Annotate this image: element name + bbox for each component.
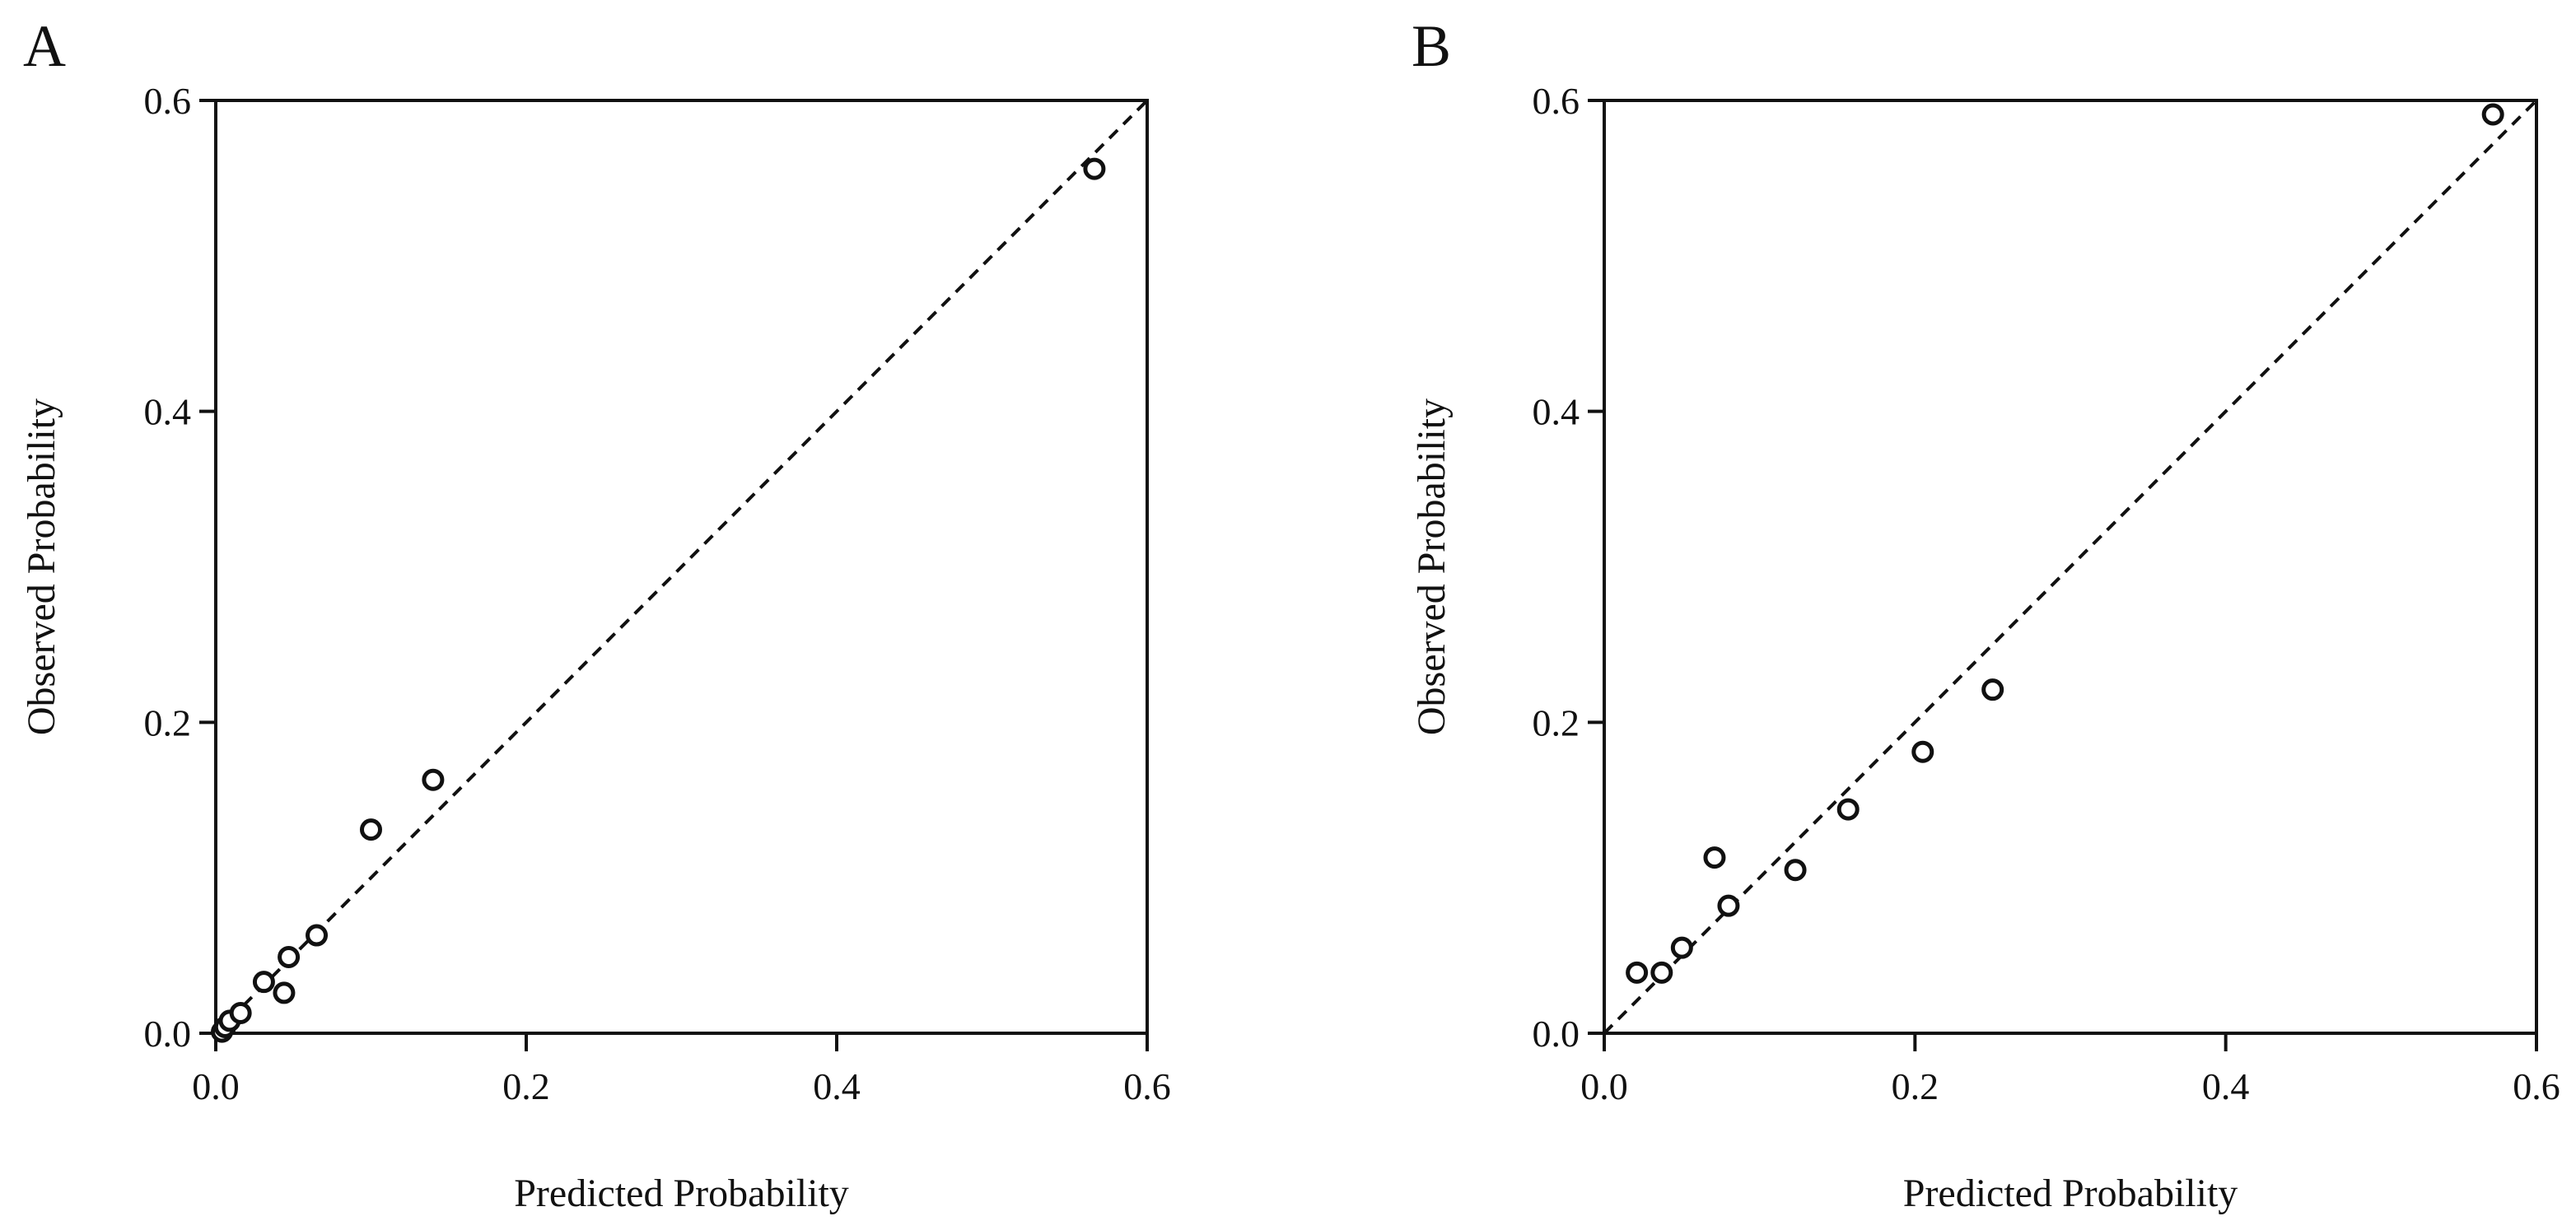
data-point	[1717, 894, 1740, 917]
x-tick-label: 0.6	[1123, 1065, 1171, 1107]
data-point	[1626, 961, 1649, 984]
calibration-panel-b: B 0.0 0.2 0.4 0.6 0.0 0.2 0.4 0.6 Predicted Proba…	[1410, 13, 2560, 1215]
data-point	[306, 924, 329, 947]
data-point	[273, 981, 296, 1004]
plot-frame	[214, 99, 1149, 1035]
data-point	[1784, 859, 1807, 882]
y-tick-label: 0.4	[1533, 391, 1580, 433]
panel-letter: B	[1412, 13, 1451, 79]
x-tick-label: 0.4	[2202, 1065, 2250, 1107]
calibration-panel-a: A 0.0 0.2 0.4 0.6 0.0 0.2 0.4 0.6 Predicted Proba…	[20, 13, 1171, 1215]
data-point	[422, 768, 445, 791]
x-axis-title: Predicted Probability	[514, 1172, 849, 1215]
y-tick-label: 0.6	[144, 80, 192, 122]
y-tick-label: 0.4	[144, 391, 192, 433]
x-axis-title: Predicted Probability	[1903, 1172, 2238, 1215]
x-tick-label: 0.2	[1892, 1065, 1939, 1107]
data-point	[1836, 798, 1860, 821]
y-tick-label: 0.0	[1533, 1013, 1580, 1055]
panel-letter: A	[23, 13, 66, 79]
data-point	[1670, 936, 1693, 959]
x-tick-label: 0.4	[813, 1065, 861, 1107]
data-point	[1650, 961, 1673, 984]
data-point	[1911, 740, 1934, 763]
y-axis-title: Observed Probability	[1410, 398, 1454, 735]
x-tick-label: 0.0	[192, 1065, 240, 1107]
y-tick-label: 0.6	[1533, 80, 1580, 122]
y-axis-title: Observed Probability	[20, 398, 63, 735]
y-tick-label: 0.0	[144, 1013, 192, 1055]
y-tick-label: 0.2	[144, 701, 192, 743]
data-point	[278, 945, 301, 968]
data-point	[252, 971, 275, 994]
data-point	[229, 1001, 252, 1024]
x-tick-label: 0.0	[1580, 1065, 1628, 1107]
x-tick-label: 0.6	[2513, 1065, 2560, 1107]
data-point	[2481, 103, 2504, 126]
reference-diagonal-line	[1603, 99, 2538, 1035]
x-tick-label: 0.2	[502, 1065, 550, 1107]
y-tick-label: 0.2	[1533, 701, 1580, 743]
plot-frame	[1603, 99, 2538, 1035]
reference-diagonal-line	[214, 99, 1149, 1035]
data-point	[1083, 157, 1106, 180]
data-point	[360, 818, 382, 841]
data-point	[1703, 846, 1726, 869]
data-point	[1981, 678, 2004, 701]
